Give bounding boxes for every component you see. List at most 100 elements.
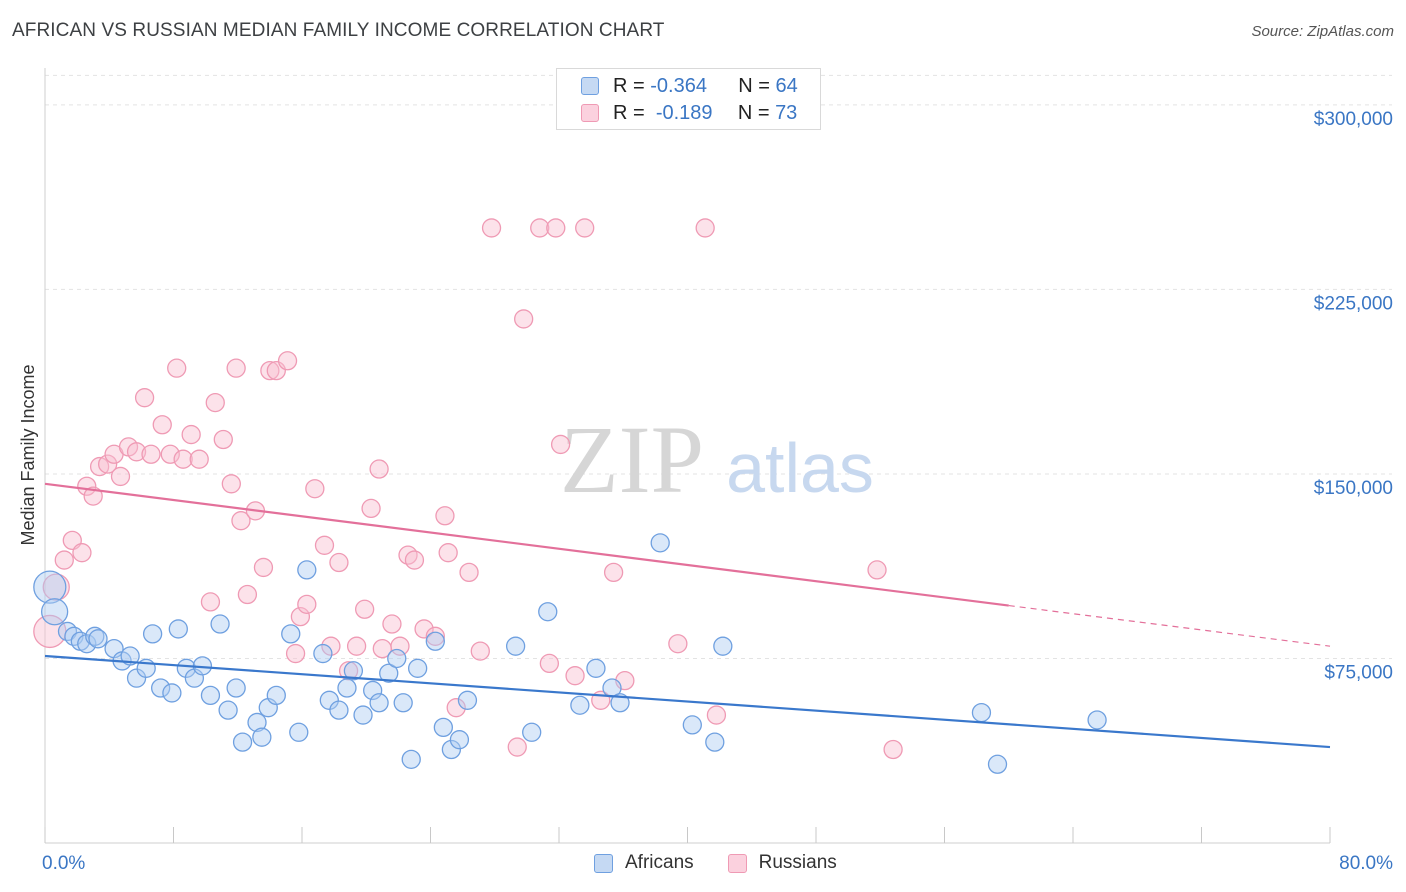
legend-n-label: N =: [737, 101, 770, 124]
legend-swatch-russians: [581, 104, 599, 122]
series-africans-points: [33, 533, 1107, 774]
data-point-africans: [363, 680, 383, 701]
data-point-russians: [346, 636, 367, 656]
data-point-russians: [290, 607, 311, 627]
data-point-russians: [867, 560, 887, 580]
data-point-africans: [457, 690, 478, 710]
data-point-africans: [289, 722, 309, 742]
data-point-russians: [575, 218, 595, 238]
data-point-russians: [297, 594, 317, 614]
data-point-africans: [387, 648, 407, 669]
data-point-russians: [565, 666, 585, 686]
data-point-russians: [706, 705, 727, 725]
y-tick-label: $225,000: [1314, 293, 1393, 314]
data-point-africans: [40, 598, 69, 626]
data-point-russians: [277, 351, 298, 371]
data-point-russians: [546, 218, 566, 238]
data-point-africans: [162, 683, 182, 703]
legend-r-value-russians: -0.189: [655, 101, 713, 124]
data-point-russians: [695, 218, 715, 238]
data-point-africans: [441, 739, 462, 760]
data-point-africans: [570, 695, 590, 715]
data-point-africans: [142, 624, 163, 644]
data-point-russians: [470, 641, 490, 661]
x-tick-label-max: 80.0%: [1339, 853, 1393, 874]
gridlines: [45, 74, 1392, 659]
data-point-russians: [883, 739, 903, 760]
legend-r-label: R =: [613, 74, 645, 97]
data-point-russians: [221, 474, 241, 494]
data-point-russians: [507, 737, 527, 757]
data-point-africans: [369, 693, 389, 713]
data-point-russians: [414, 619, 434, 639]
data-point-africans: [393, 693, 413, 713]
data-point-russians: [514, 309, 534, 329]
data-point-africans: [232, 732, 253, 752]
data-point-russians: [435, 506, 455, 526]
data-point-russians: [42, 573, 70, 601]
data-point-africans: [407, 658, 428, 678]
data-point-russians: [126, 442, 147, 462]
data-point-africans: [987, 754, 1008, 774]
data-point-russians: [550, 434, 571, 455]
data-point-russians: [321, 636, 341, 656]
data-point-africans: [610, 693, 630, 713]
legend-label-russians: Russians: [758, 852, 837, 873]
data-point-russians: [260, 360, 280, 381]
y-tick-label: $150,000: [1314, 478, 1393, 499]
data-point-russians: [253, 557, 274, 578]
data-point-russians: [226, 358, 246, 378]
data-point-africans: [33, 570, 67, 604]
data-point-africans: [281, 624, 301, 644]
data-point-africans: [353, 705, 373, 725]
legend-n-value-africans: 64: [775, 74, 798, 97]
data-point-africans: [218, 700, 238, 720]
data-point-africans: [266, 685, 286, 706]
legend-r-value-africans: -0.364: [650, 74, 707, 97]
data-point-africans: [449, 730, 470, 750]
legend-item-russians[interactable]: Russians: [727, 852, 837, 874]
data-point-africans: [200, 685, 221, 706]
data-point-africans: [379, 663, 399, 683]
legend-r-label: R =: [613, 101, 645, 124]
data-point-russians: [213, 429, 233, 450]
series-russians-points: [33, 218, 903, 760]
data-point-russians: [539, 653, 560, 674]
data-point-africans: [713, 636, 733, 656]
data-point-russians: [72, 543, 92, 563]
legend-item-africans[interactable]: Africans: [594, 852, 694, 874]
data-point-africans: [88, 629, 108, 649]
data-point-russians: [446, 698, 466, 718]
data-point-russians: [189, 449, 209, 469]
data-point-africans: [226, 678, 246, 698]
data-point-africans: [85, 626, 105, 646]
trend-lines: [44, 482, 1331, 749]
data-point-russians: [200, 592, 221, 612]
data-point-africans: [120, 646, 140, 666]
correlation-legend: R = -0.364 N = 64 R = -0.189 N = 73: [556, 68, 821, 130]
data-point-russians: [603, 562, 624, 583]
legend-n-value-russians: 73: [775, 101, 798, 124]
data-point-russians: [97, 454, 118, 474]
series-legend: Africans Russians: [594, 852, 871, 874]
data-point-africans: [425, 631, 445, 651]
data-point-africans: [313, 643, 333, 664]
legend-label-africans: Africans: [625, 852, 694, 873]
data-point-russians: [231, 511, 251, 531]
data-point-russians: [459, 562, 479, 583]
chart-title: AFRICAN VS RUSSIAN MEDIAN FAMILY INCOME …: [12, 20, 665, 41]
data-point-africans: [522, 722, 542, 742]
data-point-africans: [682, 715, 702, 735]
data-point-africans: [433, 717, 454, 738]
data-point-russians: [305, 479, 325, 499]
watermark-atlas: atlas: [726, 429, 874, 507]
watermark: ZIP atlas: [560, 406, 874, 513]
data-point-russians: [54, 550, 74, 570]
data-point-russians: [354, 599, 375, 619]
data-point-africans: [126, 668, 147, 688]
data-point-russians: [167, 358, 187, 378]
data-point-africans: [505, 636, 526, 656]
legend-swatch-russians: [727, 853, 747, 873]
data-point-russians: [83, 486, 103, 506]
data-point-russians: [530, 218, 550, 238]
